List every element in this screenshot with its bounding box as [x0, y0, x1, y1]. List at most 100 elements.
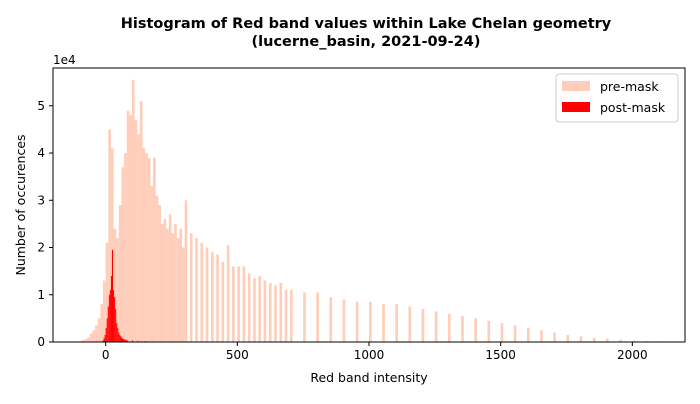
- bar-pre-mask: [553, 333, 556, 342]
- bar-pre-mask: [264, 281, 267, 342]
- bar-pre-mask: [290, 290, 293, 342]
- legend-swatch-post-mask: [562, 102, 590, 112]
- bar-pre-mask: [356, 302, 359, 342]
- chart-title-line1: Histogram of Red band values within Lake…: [121, 16, 612, 32]
- bar-post-mask: [106, 328, 107, 342]
- bar-post-mask: [104, 338, 105, 342]
- bar-pre-mask: [527, 328, 530, 342]
- bar-pre-mask: [179, 229, 182, 342]
- bar-pre-mask: [177, 238, 180, 342]
- bar-pre-mask: [153, 158, 156, 342]
- bar-pre-mask: [200, 243, 203, 342]
- bar-pre-mask: [143, 148, 146, 342]
- x-tick-label: 0: [102, 348, 110, 362]
- bar-pre-mask: [95, 325, 98, 342]
- bar-post-mask: [118, 333, 119, 342]
- bar-pre-mask: [169, 214, 172, 342]
- bar-post-mask: [117, 328, 118, 342]
- bar-pre-mask: [258, 276, 261, 342]
- bar-pre-mask: [243, 266, 246, 342]
- bar-pre-mask: [164, 219, 167, 342]
- bar-pre-mask: [156, 196, 159, 342]
- bar-pre-mask: [100, 304, 103, 342]
- bar-pre-mask: [119, 205, 122, 342]
- bar-pre-mask: [248, 274, 251, 343]
- bar-pre-mask: [132, 80, 135, 342]
- y-tick-label: 5: [37, 99, 45, 113]
- bar-pre-mask: [182, 248, 185, 342]
- bar-pre-mask: [127, 111, 130, 342]
- x-tick-label: 1500: [485, 348, 516, 362]
- bar-post-mask: [108, 307, 109, 342]
- y-tick-label: 0: [37, 335, 45, 349]
- bar-pre-mask: [129, 115, 132, 342]
- bar-pre-mask: [474, 318, 477, 342]
- bar-pre-mask: [158, 205, 161, 342]
- bar-pre-mask: [395, 304, 398, 342]
- y-tick-label: 1: [37, 288, 45, 302]
- bar-pre-mask: [166, 229, 169, 342]
- y-tick-label: 4: [37, 146, 45, 160]
- bar-post-mask: [111, 276, 112, 342]
- bar-post-mask: [113, 290, 114, 342]
- x-tick-label: 500: [226, 348, 249, 362]
- bar-pre-mask: [206, 248, 209, 342]
- bar-pre-mask: [140, 101, 143, 342]
- bar-pre-mask: [103, 281, 106, 342]
- bar-pre-mask: [135, 120, 138, 342]
- bar-pre-mask: [174, 224, 177, 342]
- bar-pre-mask: [98, 318, 101, 342]
- bar-post-mask: [110, 290, 111, 342]
- bar-pre-mask: [422, 309, 425, 342]
- x-axis-label: Red band intensity: [310, 370, 428, 385]
- y-axis-label: Number of occurences: [13, 134, 28, 275]
- bar-pre-mask: [145, 153, 148, 342]
- bar-pre-mask: [580, 336, 583, 342]
- bar-pre-mask: [222, 262, 225, 342]
- bar-post-mask: [119, 335, 120, 342]
- y-scale-label: 1e4: [53, 53, 76, 67]
- bar-pre-mask: [274, 285, 277, 342]
- bar-pre-mask: [148, 158, 151, 342]
- bar-pre-mask: [369, 302, 372, 342]
- bar-pre-mask: [87, 337, 90, 342]
- bar-post-mask: [105, 335, 106, 342]
- bar-post-mask: [116, 323, 117, 342]
- y-tick-label: 3: [37, 193, 45, 207]
- bar-post-mask: [120, 336, 121, 342]
- legend-label-post-mask: post-mask: [600, 100, 666, 115]
- bar-pre-mask: [567, 335, 570, 342]
- bar-pre-mask: [488, 321, 491, 342]
- bar-pre-mask: [185, 200, 188, 342]
- bar-pre-mask: [253, 278, 256, 342]
- bar-pre-mask: [237, 266, 240, 342]
- bar-pre-mask: [227, 245, 230, 342]
- bar-pre-mask: [461, 316, 464, 342]
- bar-pre-mask: [540, 330, 543, 342]
- bar-pre-mask: [90, 334, 93, 343]
- bar-pre-mask: [172, 233, 175, 342]
- bar-pre-mask: [211, 252, 214, 342]
- x-tick-label: 1000: [354, 348, 385, 362]
- bar-pre-mask: [514, 325, 517, 342]
- bar-pre-mask: [330, 297, 333, 342]
- bar-pre-mask: [216, 255, 219, 342]
- bar-pre-mask: [93, 330, 96, 342]
- bar-pre-mask: [190, 233, 193, 342]
- bar-post-mask: [115, 309, 116, 342]
- bar-pre-mask: [593, 338, 596, 342]
- legend: pre-mask post-mask: [556, 74, 678, 122]
- bar-pre-mask: [137, 134, 140, 342]
- bar-pre-mask: [316, 292, 319, 342]
- bar-pre-mask: [279, 283, 282, 342]
- chart-title-line2: (lucerne_basin, 2021-09-24): [252, 34, 481, 50]
- bar-pre-mask: [343, 299, 346, 342]
- bar-pre-mask: [435, 311, 438, 342]
- bar-pre-mask: [150, 186, 153, 342]
- bar-post-mask: [121, 338, 122, 342]
- bar-pre-mask: [448, 314, 451, 342]
- bar-pre-mask: [124, 153, 127, 342]
